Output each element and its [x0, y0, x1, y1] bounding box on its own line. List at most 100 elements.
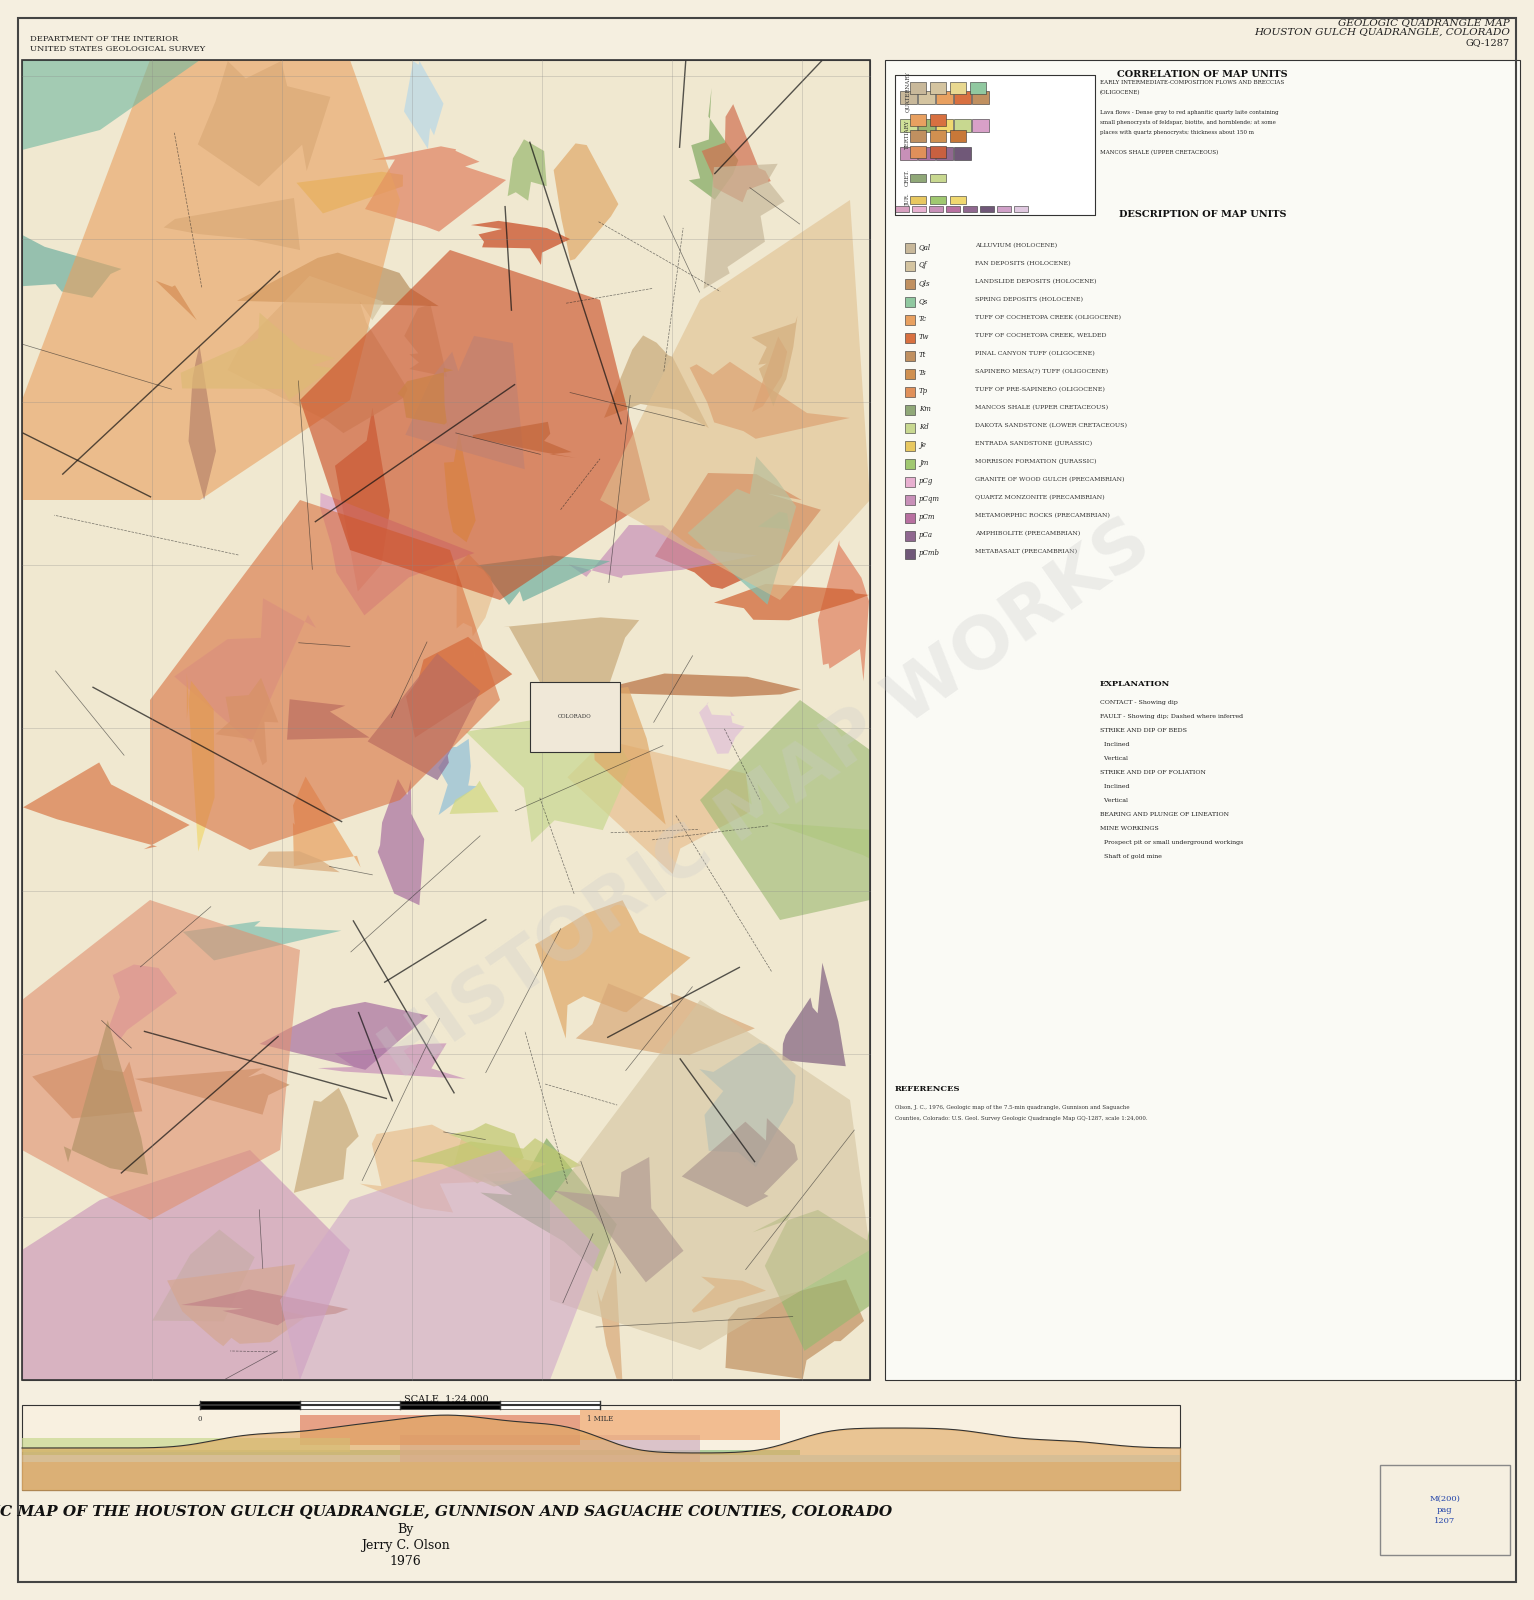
Bar — [905, 422, 914, 434]
Polygon shape — [258, 851, 341, 872]
Polygon shape — [472, 422, 577, 458]
Bar — [580, 1410, 779, 1440]
Text: Qf: Qf — [919, 261, 928, 269]
Text: Qs: Qs — [919, 298, 928, 306]
Text: Kd: Kd — [919, 422, 928, 430]
Polygon shape — [359, 1125, 546, 1213]
Polygon shape — [181, 1290, 348, 1325]
Polygon shape — [782, 963, 845, 1066]
Text: SCALE  1:24,000: SCALE 1:24,000 — [403, 1395, 488, 1405]
Bar — [910, 146, 927, 158]
Bar — [1381, 1466, 1509, 1555]
Polygon shape — [64, 1021, 147, 1174]
Bar — [963, 206, 977, 211]
Text: Tp: Tp — [919, 387, 928, 395]
Polygon shape — [259, 1002, 428, 1070]
Bar — [900, 118, 917, 133]
Polygon shape — [109, 965, 176, 1040]
Polygon shape — [554, 1157, 684, 1282]
Polygon shape — [183, 922, 342, 960]
Text: 1976: 1976 — [390, 1555, 422, 1568]
Bar — [930, 195, 946, 203]
Polygon shape — [655, 474, 821, 589]
Polygon shape — [405, 336, 525, 469]
Polygon shape — [681, 1118, 798, 1206]
Bar — [950, 82, 966, 94]
Bar — [301, 1414, 580, 1445]
Polygon shape — [604, 336, 709, 429]
Text: TUFF OF COCHETOPA CREEK (OLIGOCENE): TUFF OF COCHETOPA CREEK (OLIGOCENE) — [976, 315, 1121, 320]
Text: Counties, Colorado: U.S. Geol. Survey Geologic Quadrangle Map GQ-1287, scale 1:2: Counties, Colorado: U.S. Geol. Survey Ge… — [894, 1117, 1147, 1122]
Polygon shape — [150, 499, 500, 850]
Text: (OLIGOCENE): (OLIGOCENE) — [1100, 90, 1140, 94]
Text: SAPINERO MESA(?) TUFF (OLIGOCENE): SAPINERO MESA(?) TUFF (OLIGOCENE) — [976, 370, 1108, 374]
Text: Inclined: Inclined — [1100, 742, 1129, 747]
Bar — [905, 298, 914, 307]
Text: 1 MILE: 1 MILE — [588, 1414, 614, 1422]
Text: STRIKE AND DIP OF BEDS: STRIKE AND DIP OF BEDS — [1100, 728, 1187, 733]
Bar — [21, 1438, 350, 1453]
Text: MANCOS SHALE (UPPER CRETACEOUS): MANCOS SHALE (UPPER CRETACEOUS) — [1100, 150, 1218, 155]
Bar — [930, 114, 946, 126]
Bar — [900, 147, 917, 160]
Text: QUATERNARY: QUATERNARY — [905, 72, 910, 112]
Polygon shape — [692, 1277, 765, 1312]
Bar — [969, 82, 986, 94]
Text: REFERENCES: REFERENCES — [894, 1085, 960, 1093]
Bar — [905, 477, 914, 486]
Polygon shape — [503, 618, 640, 728]
Text: LANDSLIDE DEPOSITS (HOLOCENE): LANDSLIDE DEPOSITS (HOLOCENE) — [976, 278, 1097, 285]
Bar — [894, 75, 1095, 214]
Text: GQ-1287: GQ-1287 — [1467, 38, 1509, 46]
Polygon shape — [687, 456, 796, 605]
Polygon shape — [377, 779, 425, 906]
Bar — [980, 206, 994, 211]
Polygon shape — [752, 336, 787, 413]
Text: MANCOS SHALE (UPPER CRETACEOUS): MANCOS SHALE (UPPER CRETACEOUS) — [976, 405, 1108, 410]
Text: Jm: Jm — [919, 459, 928, 467]
Polygon shape — [23, 763, 190, 850]
Bar — [905, 315, 914, 325]
Text: Qls: Qls — [919, 278, 931, 286]
Bar — [930, 146, 946, 158]
Bar — [997, 206, 1011, 211]
Polygon shape — [296, 171, 403, 213]
Text: small phenocrysts of feldspar, biotite, and hornblende; at some: small phenocrysts of feldspar, biotite, … — [1100, 120, 1276, 125]
Bar — [936, 91, 953, 104]
Text: METAMORPHIC ROCKS (PRECAMBRIAN): METAMORPHIC ROCKS (PRECAMBRIAN) — [976, 514, 1111, 518]
Polygon shape — [449, 781, 499, 814]
Polygon shape — [227, 275, 408, 434]
Polygon shape — [318, 1043, 466, 1078]
Bar — [936, 147, 953, 160]
Polygon shape — [568, 741, 750, 874]
Polygon shape — [700, 1043, 796, 1168]
Text: Prospect pit or small underground workings: Prospect pit or small underground workin… — [1100, 840, 1244, 845]
Polygon shape — [287, 699, 370, 739]
Text: Vertical: Vertical — [1100, 757, 1127, 762]
Polygon shape — [597, 1251, 623, 1379]
Polygon shape — [189, 346, 216, 499]
Text: ALLUVIUM (HOLOCENE): ALLUVIUM (HOLOCENE) — [976, 243, 1057, 248]
Bar — [930, 130, 946, 142]
Text: HOUSTON GULCH QUADRANGLE, COLORADO: HOUSTON GULCH QUADRANGLE, COLORADO — [1255, 27, 1509, 37]
Text: Vertical: Vertical — [1100, 798, 1127, 803]
Polygon shape — [818, 541, 868, 682]
Polygon shape — [466, 707, 630, 842]
Bar — [930, 206, 943, 211]
Bar — [199, 1402, 301, 1410]
Text: BEARING AND PLUNGE OF LINEATION: BEARING AND PLUNGE OF LINEATION — [1100, 813, 1229, 818]
Polygon shape — [135, 1069, 290, 1115]
Bar — [301, 1402, 400, 1410]
Bar — [905, 261, 914, 270]
Polygon shape — [535, 901, 690, 1038]
Text: Ts: Ts — [919, 370, 927, 378]
Bar — [910, 195, 927, 203]
Polygon shape — [752, 315, 798, 406]
Bar — [400, 1435, 700, 1462]
Bar — [21, 59, 870, 1379]
Text: Inclined: Inclined — [1100, 784, 1129, 789]
Text: By: By — [397, 1523, 414, 1536]
Bar — [905, 405, 914, 414]
Text: pCmb: pCmb — [919, 549, 940, 557]
Bar — [954, 118, 971, 133]
